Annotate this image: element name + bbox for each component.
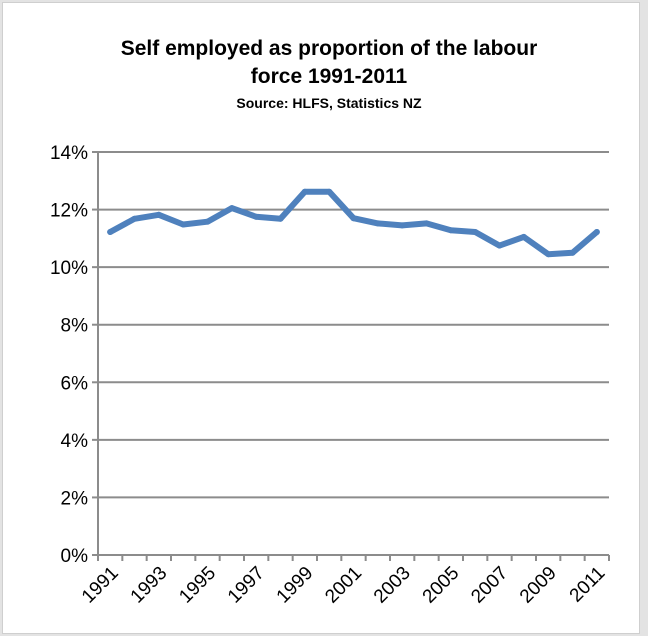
data-point-1993 [155, 211, 162, 218]
data-point-1994 [180, 221, 187, 228]
x-tick-label: 1991 [78, 563, 123, 608]
x-tick-label: 2003 [370, 563, 415, 608]
data-point-2005 [447, 227, 454, 234]
x-tick-label: 2001 [321, 563, 366, 608]
chart-title-line-2: force 1991-2011 [251, 65, 408, 88]
x-tick-label: 1999 [273, 563, 318, 608]
data-point-1999 [301, 188, 308, 195]
data-point-1992 [131, 215, 138, 222]
x-tick-label: 2005 [419, 563, 464, 608]
x-tick-label: 2007 [467, 563, 512, 608]
data-point-2008 [520, 233, 527, 240]
chart-frame: Self employed as proportion of the labou… [2, 2, 640, 634]
x-tick-label: 2009 [516, 563, 561, 608]
y-tick-label: 10% [50, 258, 88, 279]
data-point-1998 [277, 215, 284, 222]
x-tick-label: 1995 [175, 563, 220, 608]
chart-title-line-1: Self employed as proportion of the labou… [121, 37, 538, 60]
y-tick-label: 6% [61, 373, 89, 394]
chart-subtitle: Source: HLFS, Statistics NZ [236, 95, 422, 111]
y-axis-ticks: 0% 2% 4% 6% 8% 10% 12% 14% [50, 143, 88, 567]
x-axis-ticks: 1991 1993 1995 1997 1999 2001 2003 2005 2007 2009… [78, 563, 609, 608]
series-layer [107, 188, 600, 258]
data-point-2009 [545, 251, 552, 258]
data-point-2002 [374, 220, 381, 227]
data-point-2010 [569, 249, 576, 256]
y-tick-label: 12% [50, 201, 88, 222]
y-tick-label: 8% [61, 316, 89, 337]
data-point-1997 [253, 213, 260, 220]
data-point-2011 [593, 229, 600, 236]
grid-lines [92, 151, 610, 561]
data-point-2006 [472, 229, 479, 236]
x-tick-label: 1993 [127, 563, 172, 608]
y-tick-label: 2% [61, 488, 89, 509]
data-point-2004 [423, 220, 430, 227]
y-tick-label: 4% [61, 431, 89, 452]
x-tick-label: 1997 [224, 563, 269, 608]
line-chart: Self employed as proportion of the labou… [50, 37, 610, 608]
x-tick-label: 2011 [566, 563, 610, 607]
data-point-2001 [350, 215, 357, 222]
data-point-2000 [326, 188, 333, 195]
data-point-2007 [496, 242, 503, 249]
data-point-1996 [228, 205, 235, 212]
y-tick-label: 0% [61, 546, 89, 567]
data-point-1991 [107, 229, 114, 236]
data-point-1995 [204, 218, 211, 225]
data-point-2003 [399, 222, 406, 229]
y-tick-label: 14% [50, 143, 88, 164]
